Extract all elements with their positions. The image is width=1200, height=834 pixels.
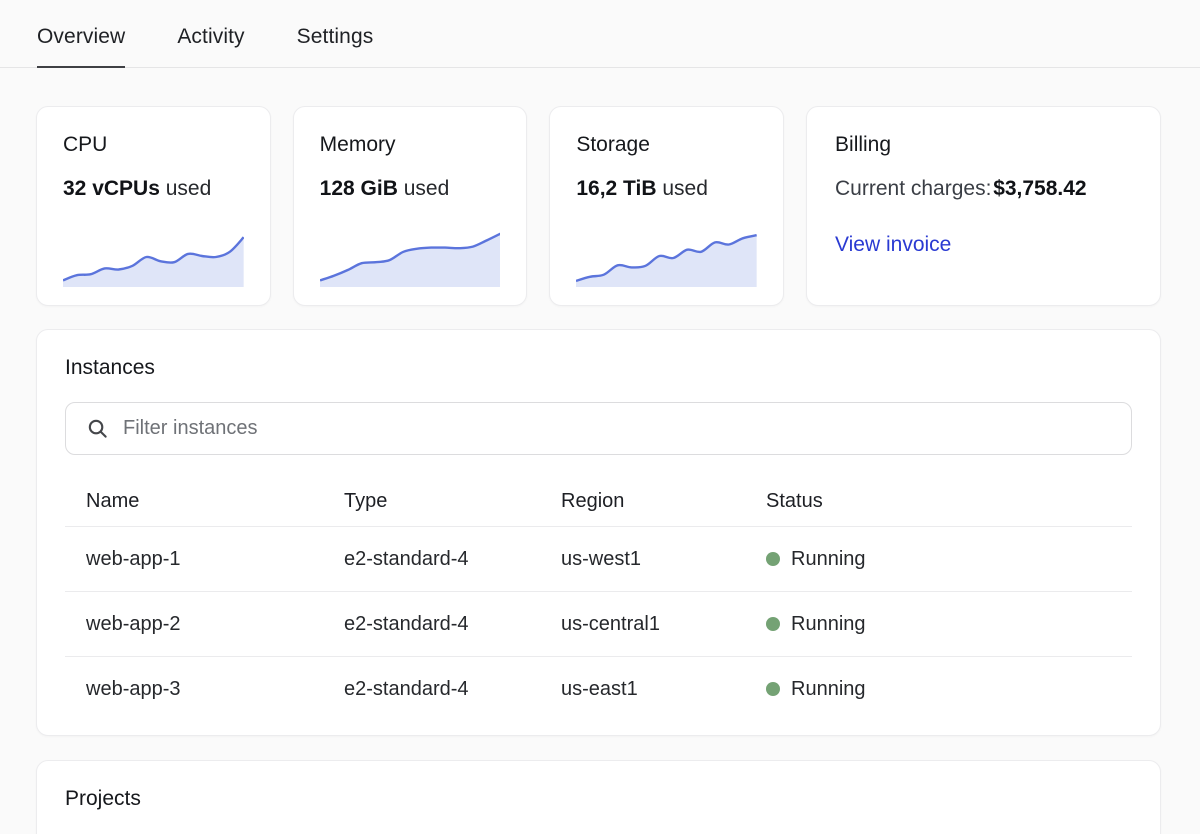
storage-sparkline-chart xyxy=(576,225,758,287)
instance-region: us-east1 xyxy=(561,677,638,700)
instance-region: us-west1 xyxy=(561,547,642,570)
view-invoice-link[interactable]: View invoice xyxy=(835,233,952,256)
column-header-region: Region xyxy=(561,489,625,512)
status-running-dot-icon xyxy=(766,617,780,631)
instance-name: web-app-2 xyxy=(86,612,181,635)
metric-cards-row: CPU 32 vCPUs used Memory 128 GiB used St… xyxy=(36,106,1162,306)
storage-usage-value: 16,2 TiB xyxy=(576,177,657,200)
storage-usage-suffix: used xyxy=(656,177,708,200)
tab-settings[interactable]: Settings xyxy=(296,25,374,48)
instances-title: Instances xyxy=(65,356,155,379)
billing-card: Billing Current charges: $3,758.42 View … xyxy=(806,106,1162,306)
column-header-status: Status xyxy=(766,489,823,512)
instance-type: e2-standard-4 xyxy=(344,677,469,700)
filter-instances-input[interactable] xyxy=(123,403,1131,454)
current-charges: Current charges: $3,758.42 xyxy=(835,177,1132,201)
memory-sparkline-chart xyxy=(319,225,501,287)
column-header-name: Name xyxy=(86,489,140,512)
cpu-sparkline-chart xyxy=(63,225,244,287)
instance-type: e2-standard-4 xyxy=(344,547,469,570)
storage-card-title: Storage xyxy=(576,133,650,156)
instance-status: Running xyxy=(745,678,1132,701)
column-header-type: Type xyxy=(344,489,388,512)
status-label: Running xyxy=(791,612,866,635)
storage-card: Storage 16,2 TiB used xyxy=(549,106,785,306)
cpu-usage: 32 vCPUs used xyxy=(63,177,244,201)
instances-panel: Instances Name Type Region Status web-ap… xyxy=(36,329,1161,736)
search-icon xyxy=(88,419,107,438)
tab-activity[interactable]: Activity xyxy=(177,25,245,48)
status-running-dot-icon xyxy=(766,682,780,696)
table-row[interactable]: web-app-1 e2-standard-4 us-west1 Running xyxy=(65,526,1132,591)
instance-name: web-app-1 xyxy=(86,547,181,570)
table-row[interactable]: web-app-3 e2-standard-4 us-east1 Running xyxy=(65,656,1132,721)
memory-card: Memory 128 GiB used xyxy=(292,106,528,306)
billing-card-title: Billing xyxy=(835,133,892,156)
cpu-usage-suffix: used xyxy=(159,177,212,200)
memory-card-title: Memory xyxy=(319,133,396,156)
storage-usage: 16,2 TiB used xyxy=(576,177,757,201)
status-label: Running xyxy=(791,547,866,570)
cpu-card: CPU 32 vCPUs used xyxy=(36,106,271,306)
page-content: CPU 32 vCPUs used Memory 128 GiB used St… xyxy=(0,68,1200,834)
tab-bar: Overview Activity Settings xyxy=(0,0,1200,68)
instance-status: Running xyxy=(745,548,1132,571)
current-charges-amount: $3,758.42 xyxy=(993,177,1087,200)
table-row[interactable]: web-app-2 e2-standard-4 us-central1 Runn… xyxy=(65,591,1132,656)
tab-overview[interactable]: Overview xyxy=(37,25,126,68)
instance-region: us-central1 xyxy=(561,612,660,635)
instance-name: web-app-3 xyxy=(86,677,181,700)
instances-table-header: Name Type Region Status xyxy=(65,476,1132,526)
memory-usage-value: 128 GiB xyxy=(319,177,398,200)
projects-title: Projects xyxy=(65,787,141,810)
instance-status: Running xyxy=(745,613,1132,636)
instances-table: Name Type Region Status web-app-1 e2-sta… xyxy=(65,476,1132,721)
status-label: Running xyxy=(791,677,866,700)
projects-panel: Projects xyxy=(36,760,1161,834)
cpu-card-title: CPU xyxy=(63,133,108,156)
instance-type: e2-standard-4 xyxy=(344,612,469,635)
memory-usage: 128 GiB used xyxy=(320,177,501,201)
memory-usage-suffix: used xyxy=(397,177,450,200)
status-running-dot-icon xyxy=(766,552,780,566)
current-charges-label: Current charges: xyxy=(835,177,992,200)
instance-filter[interactable] xyxy=(65,402,1132,455)
cpu-usage-value: 32 vCPUs xyxy=(63,177,160,200)
